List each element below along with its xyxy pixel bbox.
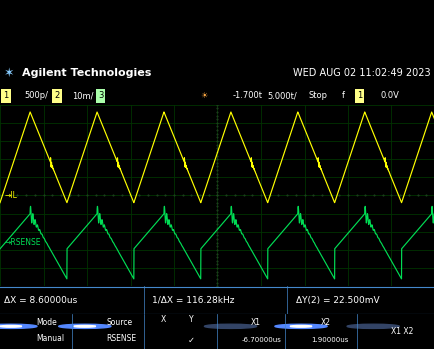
- Circle shape: [74, 325, 95, 327]
- Text: Y: Y: [189, 315, 193, 324]
- Text: ΔX = 8.60000us: ΔX = 8.60000us: [4, 296, 77, 305]
- Text: 1/ΔX = 116.28kHz: 1/ΔX = 116.28kHz: [152, 296, 234, 305]
- Circle shape: [0, 325, 22, 327]
- Text: Agilent Technologies: Agilent Technologies: [22, 68, 151, 78]
- Text: 3: 3: [98, 91, 103, 101]
- Text: →RSENSE: →RSENSE: [4, 238, 41, 247]
- Text: 5.000t/: 5.000t/: [267, 91, 296, 101]
- Text: 1: 1: [356, 91, 361, 101]
- Circle shape: [0, 324, 37, 328]
- Text: WED AUG 02 11:02:49 2023: WED AUG 02 11:02:49 2023: [293, 68, 430, 78]
- Text: Manual: Manual: [36, 334, 64, 343]
- Circle shape: [346, 324, 398, 328]
- Text: →IL: →IL: [4, 191, 17, 200]
- Text: 2: 2: [54, 91, 59, 101]
- Text: X2: X2: [320, 318, 330, 327]
- Text: RSENSE: RSENSE: [106, 334, 136, 343]
- Text: ΔY(2) = 22.500mV: ΔY(2) = 22.500mV: [295, 296, 378, 305]
- Text: 1: 1: [3, 91, 9, 101]
- Circle shape: [59, 324, 111, 328]
- Text: Stop: Stop: [308, 91, 327, 101]
- Circle shape: [289, 325, 311, 327]
- Text: ✓: ✓: [187, 336, 194, 345]
- Text: ✶: ✶: [4, 67, 15, 80]
- Text: -1.700t: -1.700t: [232, 91, 262, 101]
- Text: 500p/: 500p/: [24, 91, 48, 101]
- Text: Source: Source: [106, 318, 132, 327]
- Text: -6.70000us: -6.70000us: [241, 337, 281, 343]
- Text: X1 X2: X1 X2: [391, 327, 413, 336]
- Circle shape: [274, 324, 326, 328]
- Text: f: f: [341, 91, 344, 101]
- Text: 1.90000us: 1.90000us: [310, 337, 348, 343]
- Circle shape: [204, 324, 256, 328]
- Text: Mode: Mode: [36, 318, 57, 327]
- Text: 10m/: 10m/: [72, 91, 93, 101]
- Text: X: X: [160, 315, 165, 324]
- Text: ☀: ☀: [200, 91, 207, 101]
- Text: X1: X1: [250, 318, 260, 327]
- Text: 0.0V: 0.0V: [380, 91, 398, 101]
